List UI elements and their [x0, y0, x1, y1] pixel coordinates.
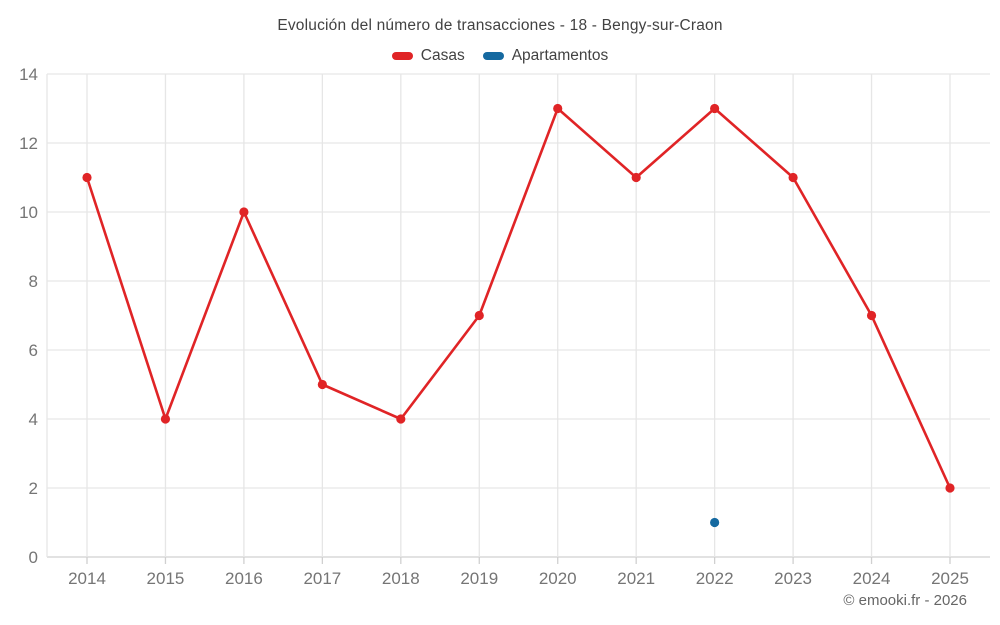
casas-data-point [710, 103, 720, 114]
casas-data-point [239, 207, 249, 217]
apartamentos-data-point [710, 517, 720, 528]
y-axis-tick-label: 10 [19, 203, 38, 222]
y-axis-tick-label: 2 [29, 479, 38, 498]
casas-legend-label: Casas [420, 47, 465, 64]
y-axis-tick-label: 14 [19, 65, 38, 84]
x-axis-tick-label: 2022 [696, 569, 734, 588]
y-axis-tick-label: 8 [29, 272, 38, 291]
x-axis-tick-label: 2015 [147, 569, 185, 588]
casas-data-point [788, 172, 798, 183]
casas-data-point [82, 172, 92, 183]
x-axis-tick-label: 2014 [68, 569, 106, 588]
apartamentos-legend-label: Apartamentos [511, 47, 609, 64]
casas-data-point [631, 172, 641, 183]
x-axis-tick-label: 2021 [617, 569, 655, 588]
chart-legend: Casas Apartamentos [0, 47, 1000, 65]
casas-data-point [866, 310, 877, 321]
y-axis-tick-label: 12 [19, 134, 38, 153]
apartamentos-legend-swatch-icon [482, 52, 504, 60]
x-axis-tick-label: 2018 [382, 569, 420, 588]
casas-data-point [317, 379, 327, 390]
casas-data-point [945, 483, 955, 493]
casas-data-point [160, 414, 171, 424]
attribution-text: © emooki.fr - 2026 [843, 592, 967, 609]
x-axis-tick-label: 2019 [460, 569, 498, 588]
x-axis-tick-label: 2017 [303, 569, 341, 588]
x-axis-tick-label: 2020 [539, 569, 577, 588]
y-axis-tick-label: 6 [29, 341, 38, 360]
casas-line [85, 107, 952, 490]
chart-title: Evolución del número de transacciones - … [277, 17, 723, 34]
x-axis-tick-label: 2023 [774, 569, 812, 588]
casas-data-point [396, 414, 406, 424]
casas-legend-swatch-icon [391, 52, 413, 60]
x-axis-tick-label: 2024 [853, 569, 891, 588]
x-axis-tick-label: 2025 [931, 569, 969, 588]
casas-data-point [474, 310, 484, 321]
legend-item-apartamentos: Apartamentos [482, 47, 609, 65]
casas-data-point [553, 103, 563, 114]
y-axis-tick-label: 4 [29, 410, 38, 429]
y-axis-tick-label: 0 [29, 548, 38, 567]
x-axis-tick-label: 2016 [225, 569, 263, 588]
legend-item-casas: Casas [391, 47, 465, 65]
